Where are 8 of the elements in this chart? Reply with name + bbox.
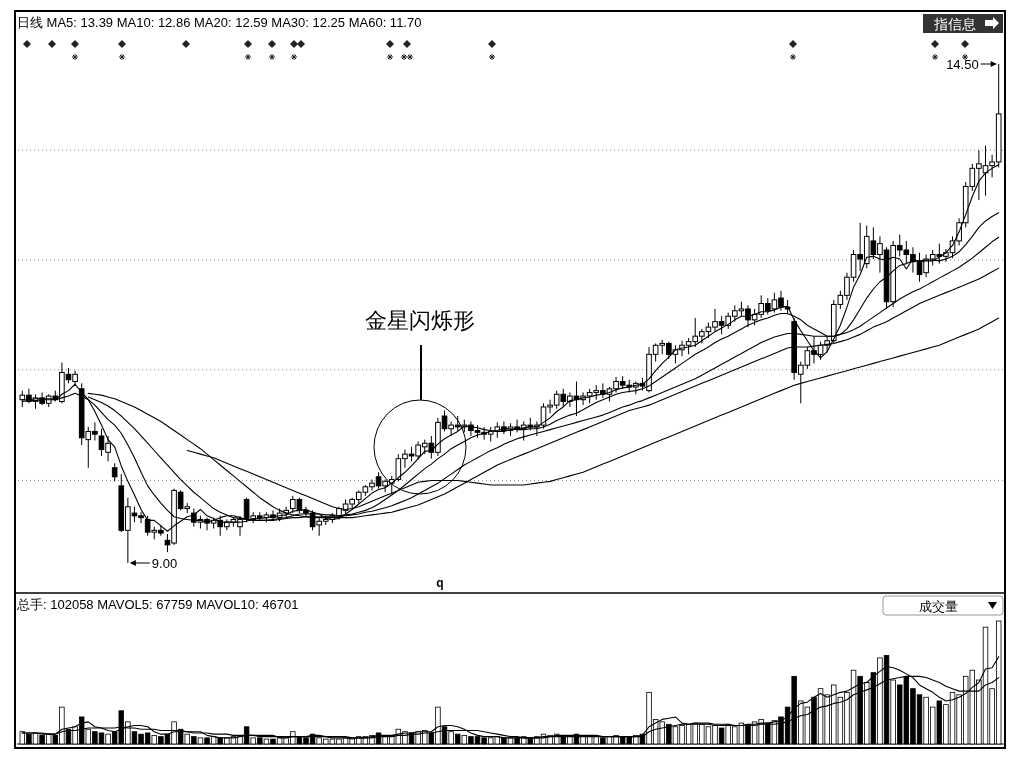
chart-title: 总手: 102058 MAVOL5: 67759 MAVOL10: 46701 [16,597,299,612]
annotation: 金星闪烁形 [365,308,475,333]
annotation: 9.00 [151,556,178,571]
text: q [436,576,444,590]
annotation: 14.50 [946,57,979,72]
text: 指信息 [933,16,976,32]
text: 成交量 [918,599,958,614]
chart-title: 日线 MA5: 13.39 MA10: 12.86 MA20: 12.59 MA30: 12.25 MA60: 11.70 [17,15,422,30]
